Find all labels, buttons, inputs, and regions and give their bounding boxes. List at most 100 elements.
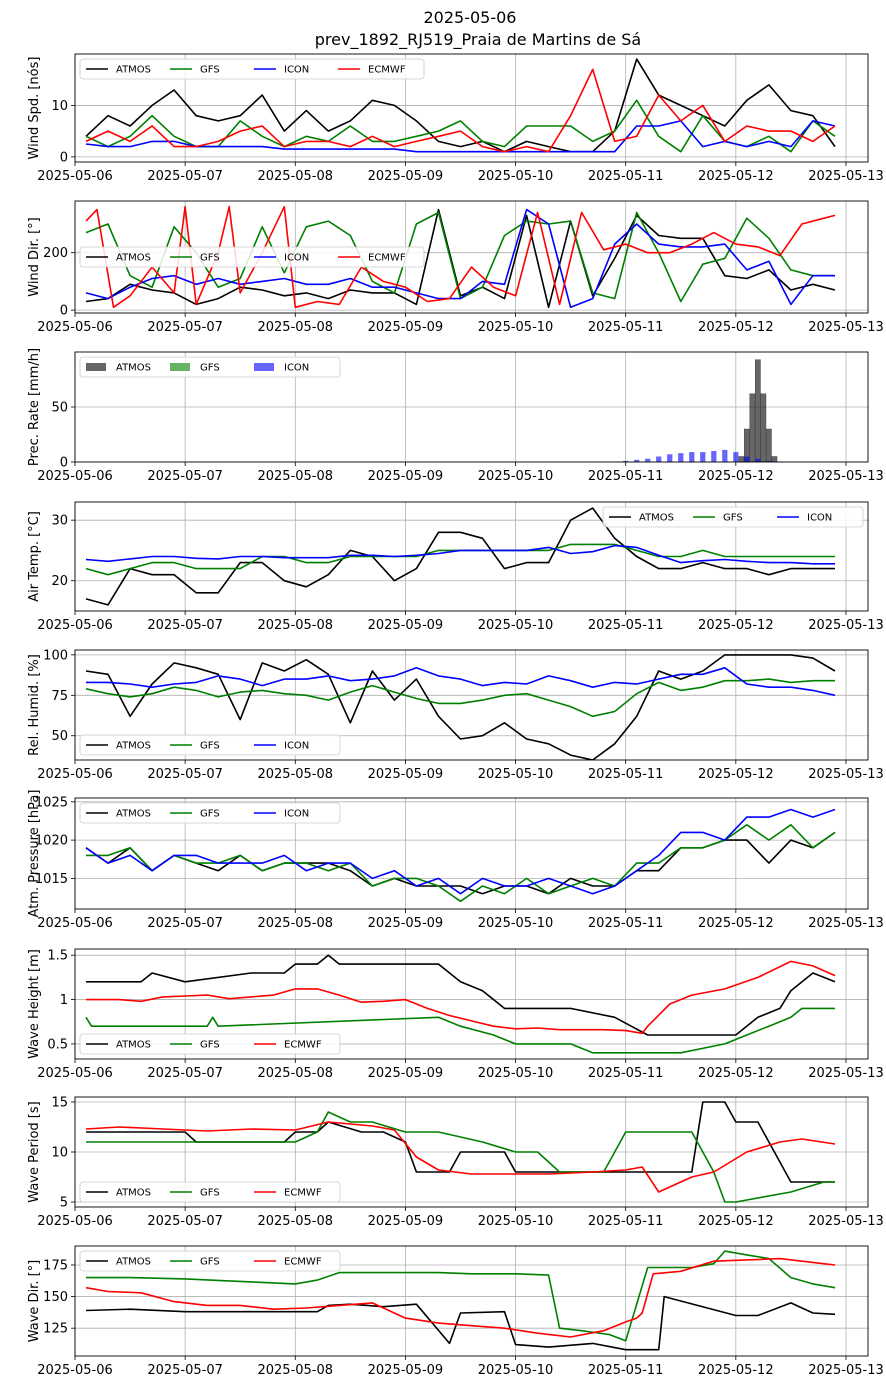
x-tick-label: 2025-05-13 [808,916,884,931]
series-line-gfs [85,678,835,718]
x-tick-label: 2025-05-13 [808,1214,884,1229]
x-tick-label: 2025-05-09 [368,767,444,782]
x-tick-label: 2025-05-08 [257,320,333,335]
x-tick-label: 2025-05-06 [37,320,113,335]
x-tick-label: 2025-05-10 [478,618,554,633]
x-tick-label: 2025-05-10 [478,469,554,484]
legend-label: ECMWF [284,1257,322,1268]
bar-icon [678,453,684,462]
x-tick-label: 2025-05-11 [588,1363,664,1378]
legend-box [79,802,341,824]
x-tick-label: 2025-05-12 [698,320,774,335]
x-tick-label: 2025-05-13 [808,469,884,484]
y-tick-label: 1 [60,993,68,1008]
legend-label: ATMOS [116,363,151,374]
axes-frame [74,1096,869,1208]
y-tick-label: 1.5 [47,949,68,964]
x-tick-label: 2025-05-13 [808,1363,884,1378]
x-tick-label: 2025-05-08 [257,916,333,931]
y-tick-label: 1020 [35,834,68,849]
y-tick-label: 50 [51,729,68,744]
y-tick-label: 150 [43,1290,68,1305]
x-tick-label: 2025-05-09 [368,618,444,633]
x-tick-label: 2025-05-09 [368,320,444,335]
x-tick-label: 2025-05-12 [698,469,774,484]
x-tick-label: 2025-05-09 [368,169,444,184]
series-line-gfs [86,824,836,903]
legend-box [79,734,341,756]
legend-label: ATMOS [116,1040,151,1051]
legend-swatch-gfs [170,363,190,371]
series-group [85,654,836,760]
x-tick-label: 2025-05-11 [588,916,664,931]
chart-panels: 2025-05-06 2025-05-07 2025-05-08 2025-05-09… [27,53,884,1378]
axes-frame [74,200,869,314]
legend: ATMOS GFS ECMWF [79,1250,341,1272]
series-line-atmos [85,507,835,606]
x-tick-label: 2025-05-13 [808,618,884,633]
y-tick-label: 20 [51,574,68,589]
x-tick-label: 2025-05-08 [257,767,333,782]
bar-icon [656,456,662,462]
series-line-ecmwf [86,960,836,1035]
y-tick-label: 0 [60,456,68,471]
x-tick-label: 2025-05-12 [698,169,774,184]
x-tick-label: 2025-05-07 [147,1214,223,1229]
legend-label: ECMWF [284,1040,322,1051]
bar-icon [667,454,673,462]
series-line-ecmwf [85,1257,836,1338]
x-tick-label: 2025-05-08 [257,1214,333,1229]
y-axis-label: Wind Dir. [°] [27,217,42,297]
x-tick-label: 2025-05-11 [588,618,664,633]
series-group [85,954,836,1054]
legend-box [79,1250,341,1272]
y-axis-label: Atm. Pressure [hPa] [27,790,42,918]
bar-icon [711,451,717,462]
legend-label: ICON [284,741,309,752]
legend-label: GFS [200,741,220,752]
legend: ATMOS GFS ICON ECMWF [79,246,425,268]
x-tick-label: 2025-05-07 [147,1066,223,1081]
legend-label: ATMOS [116,1188,151,1199]
x-tick-label: 2025-05-12 [698,1066,774,1081]
legend-label: ICON [284,253,309,264]
chart-panel-2: 2025-05-06 2025-05-07 2025-05-08 2025-05-09… [27,200,884,335]
x-tick-label: 2025-05-08 [257,1363,333,1378]
series-group [85,1250,836,1351]
legend-label: ATMOS [116,253,151,264]
x-tick-label: 2025-05-11 [588,1214,664,1229]
y-tick-label: 0 [60,304,68,319]
y-tick-label: 0 [60,150,68,165]
legend-box [79,246,425,268]
axes-frame [74,53,869,163]
x-tick-label: 2025-05-08 [257,618,333,633]
y-tick-label: 75 [51,689,68,704]
x-tick-label: 2025-05-07 [147,469,223,484]
x-tick-label: 2025-05-09 [368,1363,444,1378]
chart-panel-8: 2025-05-06 2025-05-07 2025-05-08 2025-05-09… [27,1096,884,1230]
series-line-gfs [85,1007,835,1054]
series-line-atmos [85,58,836,153]
x-tick-label: 2025-05-07 [147,618,223,633]
legend-label: GFS [200,1188,220,1199]
legend-label: ATMOS [116,741,151,752]
x-tick-label: 2025-05-11 [588,469,664,484]
x-tick-label: 2025-05-10 [478,767,554,782]
y-tick-label: 30 [51,514,68,529]
legend: ATMOS GFS ECMWF [79,1181,341,1203]
x-tick-label: 2025-05-10 [478,169,554,184]
chart-panel-5: 2025-05-06 2025-05-07 2025-05-08 2025-05-09… [27,648,884,782]
x-tick-label: 2025-05-12 [698,1363,774,1378]
legend: ATMOS GFS ICON [79,734,341,756]
chart-panel-1: 2025-05-06 2025-05-07 2025-05-08 2025-05-09… [27,53,884,184]
y-tick-label: 200 [43,246,68,261]
chart-panel-4: 2025-05-06 2025-05-07 2025-05-08 2025-05-09… [27,501,884,633]
legend-label: ECMWF [284,1188,322,1199]
legend-label: ICON [284,809,309,820]
legend-label: ICON [807,513,832,524]
legend-label: GFS [200,363,220,374]
x-tick-label: 2025-05-13 [808,1066,884,1081]
y-tick-label: 175 [43,1258,68,1273]
y-tick-label: 0.5 [47,1037,68,1052]
axes-frame [74,649,869,761]
